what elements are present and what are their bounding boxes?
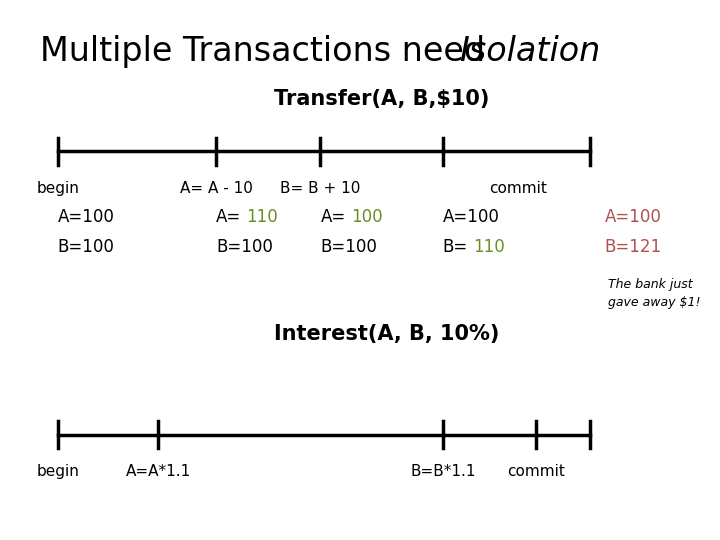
Text: B=: B= bbox=[443, 238, 468, 255]
Text: 110: 110 bbox=[246, 208, 278, 226]
Text: B= B + 10: B= B + 10 bbox=[280, 181, 361, 196]
Text: A=100: A=100 bbox=[443, 208, 500, 226]
Text: 110: 110 bbox=[473, 238, 505, 255]
Text: Multiple Transactions need: Multiple Transactions need bbox=[40, 35, 495, 68]
Text: 100: 100 bbox=[351, 208, 382, 226]
Text: Transfer(A, B,$10): Transfer(A, B,$10) bbox=[274, 89, 489, 109]
Text: Isolation: Isolation bbox=[459, 35, 600, 68]
Text: B=121: B=121 bbox=[605, 238, 662, 255]
Text: commit: commit bbox=[490, 181, 547, 196]
Text: A=100: A=100 bbox=[58, 208, 114, 226]
Text: B=100: B=100 bbox=[58, 238, 114, 255]
Text: begin: begin bbox=[36, 181, 79, 196]
Text: A=A*1.1: A=A*1.1 bbox=[126, 464, 191, 480]
Text: A=: A= bbox=[320, 208, 346, 226]
Text: A=100: A=100 bbox=[605, 208, 662, 226]
Text: B=100: B=100 bbox=[216, 238, 273, 255]
Text: begin: begin bbox=[36, 464, 79, 480]
Text: Interest(A, B, 10%): Interest(A, B, 10%) bbox=[274, 324, 499, 344]
Text: A= A - 10: A= A - 10 bbox=[179, 181, 253, 196]
Text: B=100: B=100 bbox=[320, 238, 377, 255]
Text: The bank just
gave away $1!: The bank just gave away $1! bbox=[608, 278, 701, 309]
Text: A=: A= bbox=[216, 208, 241, 226]
Text: commit: commit bbox=[508, 464, 565, 480]
Text: B=B*1.1: B=B*1.1 bbox=[410, 464, 475, 480]
